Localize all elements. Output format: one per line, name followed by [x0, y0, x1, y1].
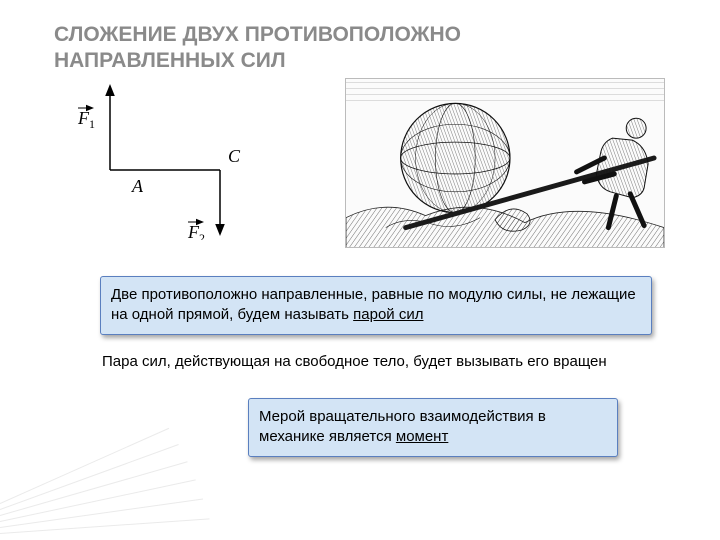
- svg-text:1: 1: [89, 117, 95, 131]
- title-line2: НАПРАВЛЕННЫХ СИЛ: [54, 49, 286, 72]
- title-line1: СЛОЖЕНИЕ ДВУХ ПРОТИВОПОЛОЖНО: [54, 23, 461, 46]
- decor-lines: [0, 470, 220, 540]
- svg-text:2: 2: [199, 231, 205, 240]
- engraving-illustration: [345, 78, 665, 248]
- label-f1: F 1: [77, 80, 95, 131]
- label-f2: F 2: [187, 222, 205, 240]
- moment-callout: Мерой вращательного взаимодействия в мех…: [248, 398, 618, 457]
- slide-title: СЛОЖЕНИЕ ДВУХ ПРОТИВОПОЛОЖНО НАПРАВЛЕННЫ…: [54, 22, 461, 74]
- force-pair-diagram: A C F 1 F 2: [70, 80, 290, 240]
- definition-term: парой сил: [353, 306, 423, 323]
- label-a: A: [131, 176, 144, 196]
- definition-callout: Две противоположно направленные, равные …: [100, 276, 652, 335]
- label-c: C: [228, 146, 241, 166]
- body-text: Пара сил, действующая на свободное тело,…: [102, 352, 607, 372]
- moment-term: момент: [396, 428, 448, 445]
